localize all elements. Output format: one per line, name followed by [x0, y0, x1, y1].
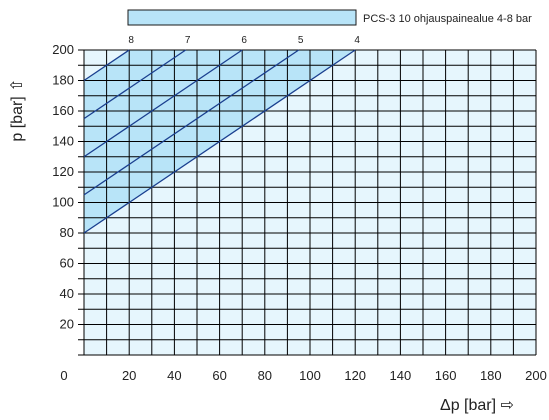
y-tick-label: 40: [60, 286, 74, 301]
series-label-5: 5: [298, 35, 304, 46]
legend-swatch: [127, 9, 357, 26]
x-tick-label: 160: [435, 368, 457, 383]
y-tick-label: 100: [52, 195, 74, 210]
x-tick-label: 80: [258, 368, 272, 383]
y-tick-label: 140: [52, 134, 74, 149]
x-tick-label: 40: [167, 368, 181, 383]
series-line-5: [83, 49, 300, 196]
series-line-8: [83, 49, 130, 82]
x-tick-label: 200: [525, 368, 547, 383]
y-tick-label: 80: [60, 225, 74, 240]
x-tick-label: 120: [344, 368, 366, 383]
y-tick-label: 180: [52, 73, 74, 88]
series-label-6: 6: [241, 35, 247, 46]
y-tick-label: 200: [52, 42, 74, 57]
x-tick-label: 140: [390, 368, 412, 383]
y-tick-label: 20: [60, 317, 74, 332]
y-tick-label: 60: [60, 256, 74, 271]
series-line-7: [83, 49, 187, 120]
series-label-7: 7: [185, 35, 191, 46]
y-tick-label: 120: [52, 164, 74, 179]
x-tick-label: 100: [299, 368, 321, 383]
legend-label: PCS-3 10 ohjauspainealue 4-8 bar: [363, 13, 532, 25]
y-axis-label: p [bar] ⇧: [9, 78, 26, 141]
x-tick-label: 20: [122, 368, 136, 383]
x-tick-label: 180: [480, 368, 502, 383]
series-line-6: [83, 49, 243, 158]
series-label-4: 4: [354, 35, 360, 46]
y-tick-label: 160: [52, 103, 74, 118]
x-axis-label: Δp [bar] ⇨: [440, 397, 514, 414]
x-tick-label: 60: [212, 368, 226, 383]
series-label-8: 8: [128, 35, 134, 46]
x-tick-label: 0: [60, 368, 67, 383]
series-line-4: [83, 49, 356, 234]
